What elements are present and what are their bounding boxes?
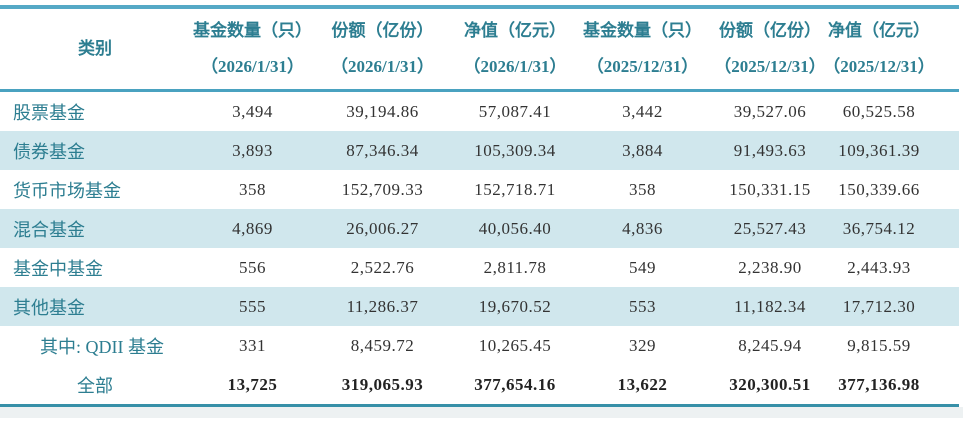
column-header-fund-count-2025: 基金数量（只） （2025/12/31）: [580, 7, 705, 91]
column-header-label: 份额（亿份）: [331, 21, 434, 40]
value-cell: 549: [629, 257, 656, 277]
value-cell: 331: [239, 335, 266, 355]
value-cell: 358: [629, 179, 656, 199]
value-cell: 319,065.93: [341, 374, 424, 394]
value-cell: 39,527.06: [733, 101, 807, 121]
table-row-stock-funds: 股票基金 3,494 39,194.86 57,087.41 3,442 39,…: [0, 91, 959, 132]
page-background-strip: [0, 407, 963, 418]
value-cell: 9,815.59: [847, 335, 911, 355]
value-cell: 60,525.58: [842, 101, 916, 121]
value-cell: 13,725: [227, 374, 278, 394]
category-cell: 其中: QDII 基金: [40, 336, 164, 357]
column-header-label: 基金数量（只）: [193, 21, 312, 40]
value-cell: 358: [239, 179, 266, 199]
column-header-date: （2025/12/31）: [714, 57, 826, 76]
table-row-fund-of-funds: 基金中基金 556 2,522.76 2,811.78 549 2,238.90…: [0, 248, 959, 287]
fund-statistics-table: 类别 基金数量（只） （2026/1/31） 份额（亿份） （2026/1/31…: [0, 5, 959, 407]
column-header-shares-2026: 份额（亿份） （2026/1/31）: [315, 7, 450, 91]
value-cell: 109,361.39: [838, 140, 920, 160]
value-cell: 4,836: [622, 218, 663, 238]
table-row-other-funds: 其他基金 555 11,286.37 19,670.52 553 11,182.…: [0, 287, 959, 326]
column-header-fund-count-2026: 基金数量（只） （2026/1/31）: [190, 7, 315, 91]
column-header-nav-2026: 净值（亿元） （2026/1/31）: [450, 7, 580, 91]
value-cell: 19,670.52: [478, 296, 552, 316]
category-cell: 货币市场基金: [13, 180, 121, 201]
value-cell: 3,884: [622, 140, 663, 160]
column-header-label: 净值（亿元）: [464, 21, 566, 40]
category-cell: 基金中基金: [13, 258, 103, 279]
value-cell: 2,522.76: [350, 257, 415, 277]
table-row-hybrid-funds: 混合基金 4,869 26,006.27 40,056.40 4,836 25,…: [0, 209, 959, 248]
column-header-date: （2025/12/31）: [586, 57, 699, 76]
category-cell: 债券基金: [13, 141, 85, 162]
value-cell: 25,527.43: [733, 218, 807, 238]
value-cell: 3,893: [232, 140, 273, 160]
value-cell: 57,087.41: [478, 101, 552, 121]
value-cell: 26,006.27: [346, 218, 419, 238]
value-cell: 150,331.15: [729, 179, 811, 199]
column-header-date: （2026/1/31）: [463, 57, 567, 76]
column-header-nav-2025: 净值（亿元） （2025/12/31）: [823, 7, 959, 91]
value-cell: 152,718.71: [474, 179, 556, 199]
column-header-date: （2025/12/31）: [823, 57, 935, 76]
value-cell: 11,286.37: [346, 296, 419, 316]
value-cell: 87,346.34: [346, 140, 419, 160]
value-cell: 39,194.86: [346, 101, 419, 121]
column-header-date: （2026/1/31）: [201, 57, 304, 76]
value-cell: 556: [239, 257, 266, 277]
category-cell: 全部: [77, 375, 113, 396]
value-cell: 36,754.12: [842, 218, 916, 238]
value-cell: 555: [239, 296, 266, 316]
column-header-label: 份额（亿份）: [719, 21, 821, 40]
value-cell: 13,622: [617, 374, 668, 394]
value-cell: 2,238.90: [738, 257, 802, 277]
category-cell: 混合基金: [13, 219, 85, 240]
table-header: 类别 基金数量（只） （2026/1/31） 份额（亿份） （2026/1/31…: [0, 7, 959, 91]
column-header-label: 基金数量（只）: [583, 21, 702, 40]
value-cell: 17,712.30: [842, 296, 916, 316]
value-cell: 40,056.40: [478, 218, 552, 238]
value-cell: 2,811.78: [483, 257, 547, 277]
column-header-category: 类别: [0, 7, 190, 91]
table-body: 股票基金 3,494 39,194.86 57,087.41 3,442 39,…: [0, 91, 959, 406]
value-cell: 320,300.51: [729, 374, 811, 394]
header-row: 类别 基金数量（只） （2026/1/31） 份额（亿份） （2026/1/31…: [0, 7, 959, 91]
value-cell: 553: [629, 296, 656, 316]
column-header-label: 净值（亿元）: [828, 21, 930, 40]
table-row-bond-funds: 债券基金 3,893 87,346.34 105,309.34 3,884 91…: [0, 131, 959, 170]
table-row-qdii-funds: 其中: QDII 基金 331 8,459.72 10,265.45 329 8…: [0, 326, 959, 365]
column-header-date: （2026/1/31）: [331, 57, 434, 76]
table-row-total: 全部 13,725 319,065.93 377,654.16 13,622 3…: [0, 365, 959, 406]
value-cell: 8,459.72: [350, 335, 415, 355]
value-cell: 91,493.63: [733, 140, 807, 160]
value-cell: 11,182.34: [734, 296, 806, 316]
value-cell: 4,869: [232, 218, 273, 238]
column-header-label: 类别: [78, 39, 112, 58]
value-cell: 3,442: [622, 101, 663, 121]
value-cell: 10,265.45: [478, 335, 552, 355]
value-cell: 8,245.94: [738, 335, 802, 355]
value-cell: 377,654.16: [474, 374, 556, 394]
value-cell: 150,339.66: [838, 179, 920, 199]
category-cell: 股票基金: [13, 102, 85, 123]
column-header-shares-2025: 份额（亿份） （2025/12/31）: [705, 7, 835, 91]
category-cell: 其他基金: [13, 297, 85, 318]
value-cell: 3,494: [232, 101, 273, 121]
table-row-money-market-funds: 货币市场基金 358 152,709.33 152,718.71 358 150…: [0, 170, 959, 209]
value-cell: 377,136.98: [838, 374, 920, 394]
value-cell: 329: [629, 335, 656, 355]
value-cell: 2,443.93: [847, 257, 911, 277]
value-cell: 152,709.33: [341, 179, 424, 199]
value-cell: 105,309.34: [474, 140, 556, 160]
